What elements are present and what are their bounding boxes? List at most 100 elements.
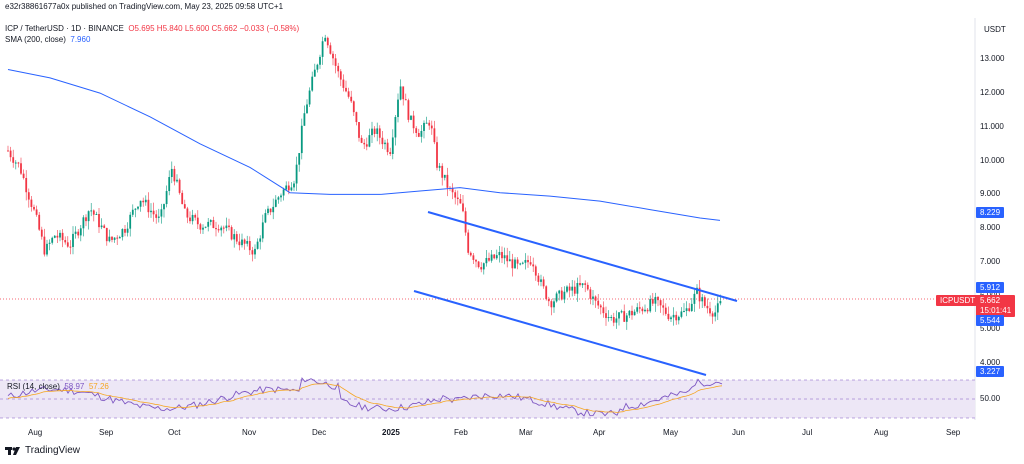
candle-body [38,214,41,230]
candle-body [25,178,28,193]
symbol-tag: ICPUSDT [936,295,980,306]
candle-body [436,142,438,168]
candle-body [64,240,67,243]
tradingview-brand: TradingView [25,445,81,456]
candle-body [667,313,670,320]
candle-body [602,307,605,314]
time-axis-tick: Aug [28,428,43,437]
ohlc-open: O5.695 [128,24,155,33]
rsi-axis-tick: 50.00 [980,394,1001,403]
publisher-note: e32r38861677a0x published on TradingView… [5,2,284,11]
candle-body [7,150,9,152]
sma-legend[interactable]: SMA (200, close) 7.960 [5,35,90,44]
candle-body [709,308,711,314]
candle-body [264,213,267,223]
candle-body [51,237,54,243]
rsi-line [7,377,723,417]
candle-body [69,246,72,248]
candle-body [454,192,457,198]
sma-line [7,69,721,221]
candle-body [597,300,600,306]
price-axis-tick: 13.000 [980,54,1005,64]
candle-body [14,162,17,164]
candle-body [703,297,706,306]
candle-body [235,234,238,242]
candle-body [610,317,613,319]
candle-body [108,236,111,242]
candle-body [537,275,540,282]
candle-body [129,214,132,229]
candle-body [103,225,106,228]
candle-body [9,150,12,158]
candle-body [378,128,381,138]
candle-body [560,290,563,300]
candle-body [410,115,412,120]
candle-body [472,255,475,260]
candle-body [189,217,191,222]
time-axis-tick: Feb [454,428,468,437]
time-axis-tick: 2025 [382,428,400,437]
candle-body [254,248,256,255]
candle-body [155,214,158,218]
time-axis-tick: Nov [242,428,257,437]
candle-body [714,312,717,317]
candle-body [277,197,280,200]
candle-body [92,210,95,215]
candle-body [480,267,483,270]
candle-body [462,203,464,212]
tradingview-logo-icon [5,446,20,455]
candle-body [420,130,423,137]
candle-body [35,209,38,215]
candle-body [716,303,719,313]
candle-body [300,125,303,154]
candle-body [316,64,319,70]
price-axis-tick: 12.000 [980,88,1005,98]
candle-body [568,286,571,291]
candle-body [680,311,683,317]
candle-body [40,229,43,237]
footer[interactable]: TradingView [5,445,80,456]
candle-body [350,96,353,102]
candle-body [345,87,347,92]
candle-body [615,318,618,323]
candle-body [20,163,22,174]
candle-body [670,317,672,320]
candle-body [82,217,85,229]
candle-body [477,261,480,268]
candle-body [360,137,363,143]
candle-body [53,235,56,238]
candle-body [636,307,639,312]
candle-body [105,227,108,242]
time-axis-tick: Mar [519,428,533,437]
candle-body [501,252,503,259]
candle-body [506,255,509,262]
channel-bottom-tag: 3.227 [976,366,1005,377]
candle-body [579,282,581,286]
candle-body [238,241,241,246]
rsi-legend[interactable]: RSI (14, close) 58.97 57.26 [7,382,109,391]
candle-body [342,79,345,88]
candle-body [134,208,137,210]
channel-upper-line[interactable] [427,211,738,302]
candle-body [438,165,441,168]
ohlc-high: H5.840 [156,24,183,33]
candle-body [186,208,189,218]
candle-body [337,65,340,72]
candle-body [246,241,249,244]
channel-lower-line[interactable] [413,290,707,376]
candle-body [139,200,142,207]
candle-body [199,224,202,230]
candle-body [662,305,665,308]
candle-body [329,45,332,54]
currency-label: USDT [984,25,1006,34]
candle-body [66,242,69,247]
candle-body [683,311,685,313]
candle-body [573,286,576,294]
candle-body [415,128,418,133]
candle-body [358,122,360,138]
candle-body [313,69,316,77]
candle-body [295,164,298,184]
candle-body [719,301,722,304]
candle-body [173,168,176,182]
